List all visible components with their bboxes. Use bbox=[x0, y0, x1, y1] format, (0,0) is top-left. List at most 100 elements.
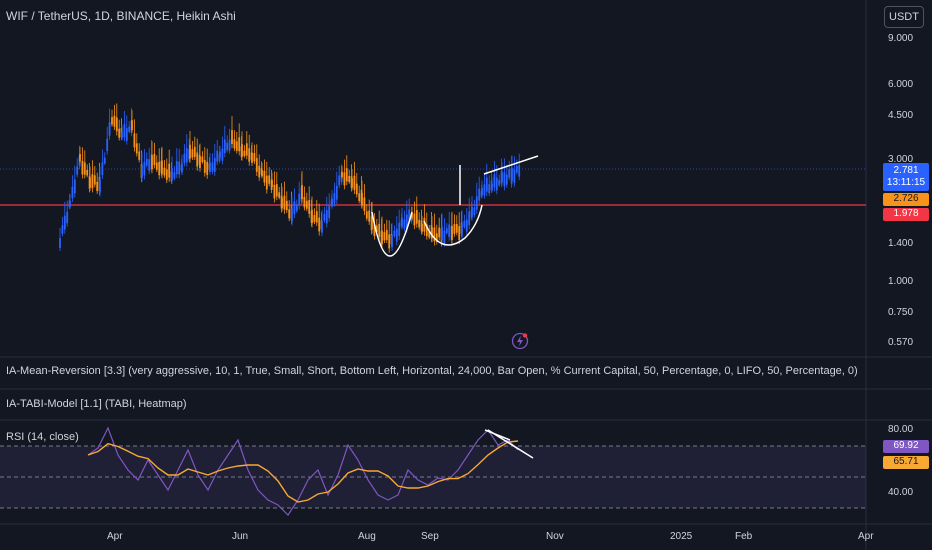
candle-body bbox=[131, 120, 133, 131]
candle-body bbox=[125, 128, 128, 141]
candle-body bbox=[135, 143, 138, 154]
candle-body bbox=[83, 162, 86, 175]
candle-body bbox=[231, 130, 233, 144]
candle-body bbox=[405, 214, 408, 229]
candle-body bbox=[325, 210, 328, 224]
candle-body bbox=[61, 225, 64, 234]
candle-body bbox=[133, 133, 136, 148]
trend-line-top bbox=[483, 155, 539, 175]
candle-body bbox=[355, 183, 358, 195]
price-axis-label: 9.000 bbox=[888, 33, 914, 44]
candle-body bbox=[401, 217, 403, 227]
time-axis-label: Feb bbox=[735, 531, 753, 542]
candle-body bbox=[145, 158, 148, 166]
candle-body bbox=[59, 237, 61, 248]
candle-body bbox=[196, 152, 199, 167]
support-price-badge: 1.978 bbox=[883, 208, 929, 221]
indicator-mean-reversion[interactable]: IA-Mean-Reversion [3.3] (very aggressive… bbox=[6, 365, 858, 377]
candle-body bbox=[278, 192, 281, 198]
orange-price-badge: 2.726 bbox=[883, 193, 929, 206]
candle-body bbox=[463, 220, 466, 228]
time-axis-label: Nov bbox=[546, 531, 564, 542]
indicator-rsi[interactable]: RSI (14, close) bbox=[6, 431, 79, 443]
candle-body bbox=[358, 193, 361, 202]
candle-body bbox=[361, 192, 363, 206]
candle-body bbox=[323, 213, 326, 221]
candle-body bbox=[219, 151, 221, 158]
candle-body bbox=[171, 168, 173, 181]
candle-body bbox=[391, 234, 393, 248]
candle-body bbox=[209, 162, 211, 172]
rsi-axis-label: 40.00 bbox=[888, 487, 914, 498]
candle-body bbox=[388, 234, 391, 249]
candle-body bbox=[203, 160, 206, 173]
candle-body bbox=[223, 139, 226, 154]
time-axis-label: Aug bbox=[358, 531, 376, 542]
candle-body bbox=[106, 138, 109, 151]
candle-body bbox=[183, 153, 186, 164]
candle-body bbox=[345, 168, 348, 182]
candle-body bbox=[435, 233, 438, 243]
candle-body bbox=[108, 122, 111, 136]
candle-body bbox=[301, 185, 303, 200]
candle-body bbox=[348, 175, 351, 183]
lightning-icon[interactable] bbox=[511, 332, 529, 350]
candle-body bbox=[101, 162, 104, 176]
price-axis-label: 0.750 bbox=[888, 307, 914, 318]
candle-body bbox=[228, 139, 231, 151]
candle-body bbox=[311, 209, 313, 224]
candle-body bbox=[368, 210, 371, 222]
cup-left-drawing bbox=[371, 211, 413, 257]
rsi-value-badge: 69.92 bbox=[883, 440, 929, 453]
rsi-axis-label: 80.00 bbox=[888, 424, 914, 435]
indicator-tabi[interactable]: IA-TABI-Model [1.1] (TABI, Heatmap) bbox=[6, 398, 187, 410]
candle-body bbox=[351, 178, 353, 188]
candle-body bbox=[283, 195, 286, 210]
candle-body bbox=[353, 175, 356, 190]
candle-body bbox=[71, 186, 74, 199]
candle-body bbox=[365, 211, 368, 219]
candle-body bbox=[433, 227, 436, 242]
candle-body bbox=[268, 175, 271, 184]
candle-body bbox=[493, 174, 496, 188]
candle-body bbox=[363, 197, 366, 212]
candle-body bbox=[141, 165, 143, 178]
currency-button[interactable]: USDT bbox=[884, 6, 924, 28]
candle-body bbox=[393, 230, 396, 237]
time-axis-label: Apr bbox=[858, 531, 874, 542]
candle-body bbox=[428, 231, 431, 238]
rsi-drawings bbox=[484, 429, 534, 459]
candle-body bbox=[481, 187, 483, 196]
candle-body bbox=[298, 193, 301, 206]
candle-body bbox=[285, 200, 288, 211]
candle-body bbox=[201, 156, 204, 163]
candle-body bbox=[383, 232, 386, 241]
candle-body bbox=[115, 117, 118, 132]
candle-body bbox=[471, 206, 473, 218]
chart-title[interactable]: WIF / TetherUS, 1D, BINANCE, Heikin Ashi bbox=[6, 9, 236, 23]
candle-body bbox=[245, 143, 248, 156]
candle-body bbox=[295, 205, 298, 212]
candle-body bbox=[408, 209, 411, 221]
candle-body bbox=[303, 196, 306, 208]
candle-body bbox=[403, 219, 406, 229]
candle-body bbox=[421, 223, 423, 232]
candle-body bbox=[138, 151, 141, 160]
candle-body bbox=[461, 223, 463, 237]
candle-body bbox=[178, 161, 181, 175]
candle-body bbox=[505, 174, 508, 185]
candle-body bbox=[335, 185, 338, 200]
candle-body bbox=[185, 148, 188, 163]
candle-body bbox=[233, 139, 236, 149]
candle-body bbox=[213, 157, 216, 172]
candle-body bbox=[91, 174, 94, 189]
candle-body bbox=[475, 196, 478, 210]
price-axis-label: 6.000 bbox=[888, 79, 914, 90]
candle-body bbox=[271, 179, 273, 187]
candle-body bbox=[165, 169, 168, 180]
candle-body bbox=[273, 184, 276, 199]
candle-body bbox=[158, 161, 161, 176]
candle-body bbox=[148, 159, 151, 171]
candle-body bbox=[263, 170, 266, 183]
